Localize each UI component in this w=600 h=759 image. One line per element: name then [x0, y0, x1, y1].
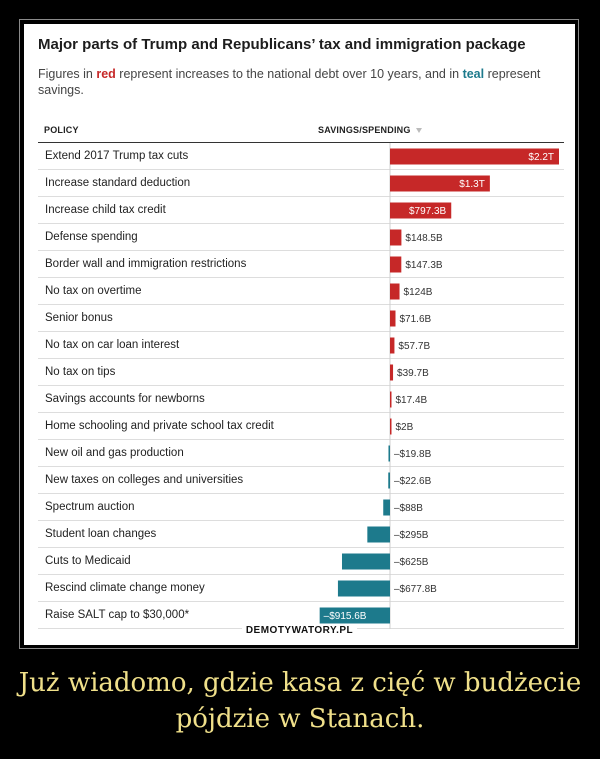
subtitle-teal-word: teal — [462, 67, 485, 81]
bar — [390, 283, 400, 300]
data-label: –$625B — [394, 557, 429, 568]
policy-label: Senior bonus — [45, 312, 113, 324]
table-row: Extend 2017 Trump tax cuts — [38, 143, 564, 170]
policy-rows: Extend 2017 Trump tax cuts Increase stand… — [38, 143, 564, 629]
poster-frame — [19, 19, 579, 649]
data-label: –$88B — [394, 503, 423, 514]
data-label: $797.3B — [409, 206, 447, 217]
table-row: Cuts to Medicaid — [38, 548, 564, 575]
policy-label: No tax on tips — [45, 366, 116, 378]
table-row: Rescind climate change money — [38, 575, 564, 602]
savings-column-header[interactable]: SAVINGS/SPENDING — [318, 125, 422, 135]
policy-column-header: POLICY — [44, 125, 79, 135]
policy-label: Increase child tax credit — [45, 204, 166, 216]
bar — [390, 310, 396, 327]
table-row: Increase child tax credit — [38, 197, 564, 224]
table-row: Student loan changes — [38, 521, 564, 548]
table-row: Home schooling and private school tax cr… — [38, 413, 564, 440]
policy-label: Savings accounts for newborns — [45, 393, 205, 405]
policy-label: Cuts to Medicaid — [45, 555, 131, 567]
table-row: Savings accounts for newborns — [38, 386, 564, 413]
bar — [390, 364, 394, 381]
bar — [390, 229, 402, 246]
policy-label: Increase standard deduction — [45, 177, 191, 189]
bar — [390, 148, 559, 165]
bar — [388, 445, 390, 462]
data-label: –$677.8B — [394, 584, 437, 595]
subtitle-middle: represent increases to the national debt… — [115, 67, 463, 81]
data-label: $71.6B — [400, 314, 432, 325]
bar — [390, 202, 452, 219]
policy-label: Border wall and immigration restrictions — [45, 258, 247, 270]
table-row: No tax on tips — [38, 359, 564, 386]
policy-label: No tax on car loan interest — [45, 339, 180, 351]
data-label: –$915.6B — [324, 611, 367, 622]
policy-label: Rescind climate change money — [45, 582, 205, 594]
bar — [390, 391, 392, 408]
bar — [390, 175, 490, 192]
policy-label: Spectrum auction — [45, 501, 135, 513]
policy-label: Defense spending — [45, 231, 138, 243]
data-label: –$295B — [394, 530, 429, 541]
subtitle-prefix: Figures in — [38, 67, 97, 81]
bar — [390, 256, 402, 273]
data-label: $148.5B — [405, 233, 443, 244]
bar — [383, 499, 390, 516]
data-label: $57.7B — [398, 341, 430, 352]
data-label: $39.7B — [397, 368, 429, 379]
data-label: $17.4B — [396, 395, 428, 406]
sort-down-icon[interactable] — [415, 128, 422, 134]
watermark: DEMOTYWATORY.PL — [24, 624, 575, 637]
policy-label: New oil and gas production — [45, 447, 184, 459]
watermark-text: DEMOTYWATORY.PL — [241, 624, 358, 637]
data-label: –$22.6B — [394, 476, 432, 487]
bar — [341, 553, 390, 570]
data-label: $2B — [396, 422, 414, 433]
data-label: $147.3B — [405, 260, 443, 271]
table-row: No tax on overtime — [38, 278, 564, 305]
bar — [319, 607, 390, 624]
table-row: Senior bonus — [38, 305, 564, 332]
table-row: Increase standard deduction — [38, 170, 564, 197]
data-label: $2.2T — [528, 152, 554, 163]
poster-caption: Już wiadomo, gdzie kasa z cięć w budżeci… — [18, 668, 582, 734]
bar — [390, 337, 395, 354]
policy-label: No tax on overtime — [45, 285, 142, 297]
table-row: No tax on car loan interest — [38, 332, 564, 359]
subtitle-suffix: represent savings. — [38, 67, 541, 97]
chart-card: Major parts of Trump and Republicans’ ta… — [24, 24, 575, 645]
policy-label: Raise SALT cap to $30,000* — [45, 609, 190, 621]
savings-column-label: SAVINGS/SPENDING — [318, 125, 411, 135]
bar — [337, 580, 390, 597]
table-row: Defense spending — [38, 224, 564, 251]
policy-label: Student loan changes — [45, 528, 157, 540]
bar-chart: $2.2T $1.3T $797.3B $148.5B $147.3B $124B $71.… — [319, 143, 559, 629]
data-label: –$19.8B — [394, 449, 432, 460]
table-row: Spectrum auction — [38, 494, 564, 521]
policy-label: Home schooling and private school tax cr… — [45, 420, 274, 432]
subtitle-red-word: red — [96, 67, 116, 81]
data-label: $1.3T — [459, 179, 485, 190]
table-row: Border wall and immigration restrictions — [38, 251, 564, 278]
table-row: New oil and gas production — [38, 440, 564, 467]
header-rule — [38, 142, 564, 143]
chart-subtitle: Figures in red represent increases to th… — [38, 66, 563, 98]
bar — [388, 472, 390, 489]
policy-label: Extend 2017 Trump tax cuts — [45, 150, 189, 162]
data-label: $124B — [404, 287, 433, 298]
policy-label: New taxes on colleges and universities — [45, 474, 244, 486]
bar — [367, 526, 390, 543]
chart-title: Major parts of Trump and Republicans’ ta… — [38, 36, 526, 53]
table-row: New taxes on colleges and universities — [38, 467, 564, 494]
bar — [390, 418, 392, 435]
